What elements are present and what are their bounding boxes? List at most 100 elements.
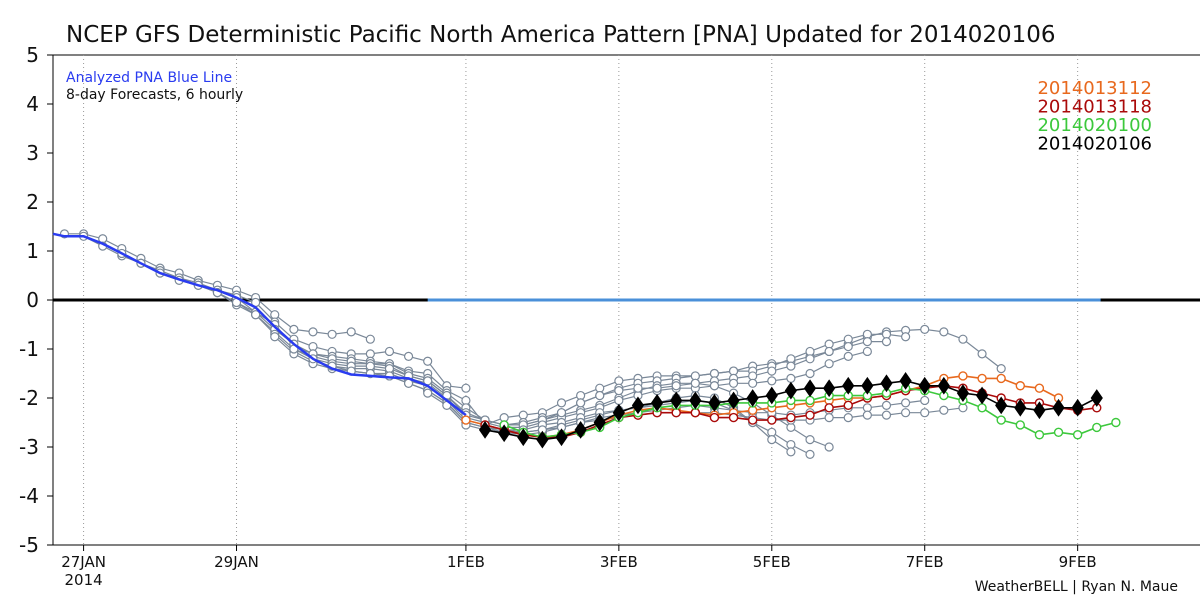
- forecast-point-2014013112: [958, 371, 968, 381]
- x-tick-label: 9FEB: [1059, 553, 1097, 571]
- y-tick-label: 5: [26, 43, 39, 67]
- history-forecast-point: [614, 395, 624, 406]
- forecast-point-2014020106: [574, 420, 587, 439]
- history-forecast-point: [289, 324, 299, 334]
- forecast-point-2014020100: [1072, 430, 1083, 440]
- forecast-point-2014020106: [498, 424, 511, 443]
- history-forecast-point: [365, 334, 375, 344]
- history-forecast-point: [901, 408, 911, 418]
- x-tick-label: 1FEB: [447, 553, 485, 571]
- forecast-point-2014020106: [536, 430, 549, 449]
- history-forecast-point: [595, 390, 605, 401]
- history-forecast-point: [977, 349, 987, 359]
- forecast-point-2014020106: [842, 376, 855, 395]
- history-forecast-point: [920, 395, 930, 406]
- legend-entry: 2014020106: [1037, 134, 1152, 155]
- x-tick-label: 7FEB: [906, 553, 944, 571]
- annotation-label: 8-day Forecasts, 6 hourly: [66, 87, 243, 103]
- y-tick-label: 4: [26, 92, 39, 116]
- forecast-point-2014020106: [612, 403, 625, 422]
- history-forecast-point: [805, 354, 815, 364]
- history-forecast-point: [862, 346, 872, 357]
- forecast-point-2014013112: [996, 373, 1006, 384]
- history-forecast-point: [748, 378, 758, 388]
- history-forecast-point: [767, 376, 777, 386]
- forecast-point-2014020100: [977, 403, 987, 413]
- history-forecast-point: [996, 364, 1006, 374]
- forecast-point-2014020106: [1033, 401, 1046, 420]
- history-forecast-point: [881, 400, 892, 410]
- history-forecast-point: [556, 398, 567, 408]
- x-tick-sublabel: 2014: [64, 571, 102, 589]
- forecast-point-2014020106: [631, 396, 645, 415]
- history-forecast-point: [843, 351, 853, 361]
- history-forecast-point: [423, 356, 433, 366]
- chart-title: NCEP GFS Deterministic Pacific North Ame…: [66, 22, 1056, 48]
- footer-credit: WeatherBELL | Ryan N. Maue: [974, 579, 1178, 595]
- forecast-point-2014013118: [786, 412, 796, 423]
- forecast-point-2014020106: [975, 386, 989, 405]
- forecast-point-2014020106: [1090, 389, 1103, 407]
- history-forecast-point: [767, 366, 777, 376]
- forecast-point-2014013118: [805, 410, 815, 420]
- y-tick-label: 0: [26, 288, 39, 312]
- forecast-point-2014013118: [747, 415, 758, 425]
- history-forecast-point: [881, 410, 892, 420]
- forecast-point-2014020106: [1014, 398, 1027, 417]
- forecast-point-2014020106: [746, 389, 759, 407]
- history-forecast-point: [384, 346, 395, 357]
- forecast-point-2014020106: [880, 374, 893, 393]
- history-forecast-point: [461, 383, 471, 393]
- forecast-point-2014013112: [1015, 381, 1026, 391]
- forecast-point-2014020106: [689, 391, 702, 410]
- y-tick-label: 2: [26, 190, 39, 214]
- history-forecast-point: [805, 435, 815, 445]
- history-forecast-point: [327, 329, 337, 339]
- analyzed-pna-line: [52, 232, 467, 417]
- y-tick-label: -1: [19, 337, 39, 361]
- forecast-point-2014013112: [977, 373, 987, 384]
- history-forecast-point: [901, 398, 911, 408]
- history-forecast-point: [251, 310, 261, 320]
- forecast-point-2014020106: [708, 394, 721, 412]
- history-forecast-point: [958, 334, 968, 344]
- history-forecast-point: [824, 413, 834, 423]
- forecast-point-2014013118: [728, 412, 739, 423]
- y-tick-label: -4: [19, 484, 39, 508]
- forecast-point-2014020100: [1111, 417, 1121, 428]
- y-tick-label: -5: [19, 533, 39, 557]
- x-tick-label: 5FEB: [753, 553, 791, 571]
- history-forecast-point: [709, 381, 720, 391]
- forecast-point-2014020106: [478, 420, 492, 439]
- history-forecast-point: [308, 327, 318, 337]
- history-forecast-point: [824, 442, 834, 452]
- history-forecast-point: [614, 386, 624, 396]
- forecast-point-2014020106: [937, 376, 950, 395]
- history-forecast-point: [556, 408, 567, 418]
- history-forecast-point: [862, 410, 872, 420]
- forecast-point-2014020106: [593, 413, 606, 432]
- forecast-point-2014020106: [555, 428, 568, 447]
- forecast-point-2014013118: [709, 412, 720, 423]
- forecast-point-2014020106: [918, 376, 931, 395]
- history-forecast-point: [786, 447, 796, 457]
- forecast-point-2014020106: [823, 379, 836, 398]
- history-forecast-point: [920, 408, 930, 418]
- forecast-point-2014020106: [517, 428, 530, 447]
- history-forecast-point: [346, 327, 356, 337]
- forecast-point-2014020106: [956, 384, 970, 402]
- legend-entry: 2014020100: [1037, 115, 1152, 136]
- forecast-point-2014020106: [803, 379, 817, 398]
- forecast-point-2014020100: [1015, 420, 1026, 430]
- history-forecast-point: [824, 359, 834, 369]
- forecast-point-2014020106: [1071, 398, 1084, 417]
- x-tick-label: 29JAN: [214, 553, 259, 571]
- history-forecast-point: [728, 378, 739, 388]
- forecast-point-2014020106: [784, 381, 798, 400]
- x-tick-label: 27JAN: [61, 553, 106, 571]
- forecast-point-2014013118: [824, 403, 834, 413]
- forecast-point-2014020100: [996, 415, 1006, 425]
- y-tick-label: 1: [26, 239, 39, 263]
- history-forecast-point: [403, 351, 414, 361]
